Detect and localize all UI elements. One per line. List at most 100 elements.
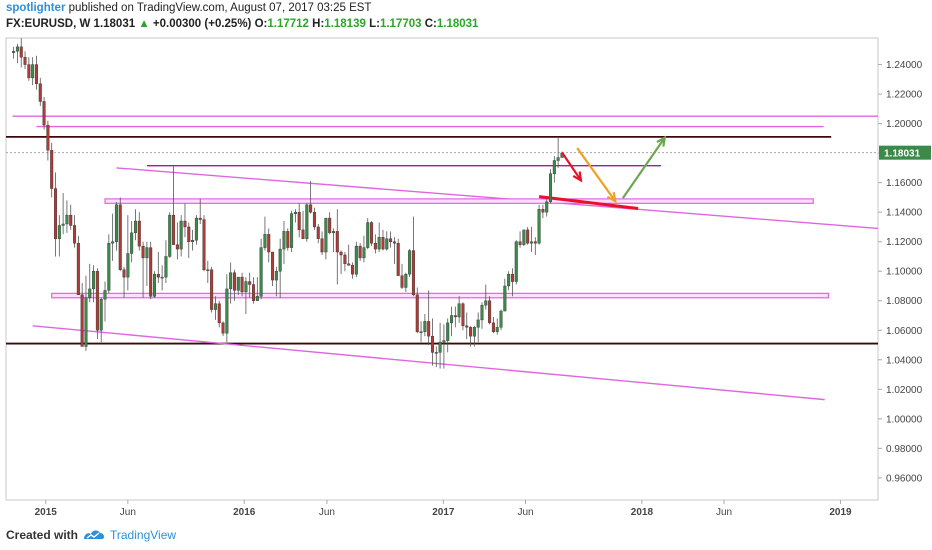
time-axis[interactable]: 2015 Jun 2016 Jun 2017 Jun 2018 Jun 2019 <box>35 500 852 518</box>
candle <box>12 46 16 59</box>
y-tick-label: 0.98000 <box>886 444 923 455</box>
tradingview-logo-icon <box>84 530 104 539</box>
candle <box>240 272 244 297</box>
candle-body <box>76 242 80 296</box>
candle-body <box>514 241 518 282</box>
candle <box>99 297 103 343</box>
candle <box>472 325 476 347</box>
candle <box>354 241 358 278</box>
candle <box>419 321 423 343</box>
drawing-layer[interactable] <box>6 115 879 401</box>
candle-body <box>286 231 290 248</box>
low-label: L: <box>369 18 380 30</box>
candle-body <box>229 272 233 290</box>
candle <box>42 97 46 130</box>
change-up-icon: ▲ <box>138 18 150 30</box>
y-tick-label: 1.14000 <box>886 208 923 219</box>
candle-body <box>293 211 297 214</box>
y-tick-label: 1.08000 <box>886 296 923 307</box>
y-tick-label: 1.16000 <box>886 178 923 189</box>
price-chart[interactable]: 1.240001.220001.200001.180001.160001.140… <box>0 0 932 522</box>
candle <box>293 209 297 223</box>
candle-body <box>236 276 240 291</box>
candle <box>156 252 160 284</box>
candle <box>442 324 446 369</box>
candle <box>23 51 27 69</box>
candle <box>552 156 556 183</box>
candle-body <box>232 272 236 291</box>
candle-body <box>434 352 438 354</box>
candle-body <box>191 240 195 242</box>
candle <box>267 228 271 263</box>
candle <box>556 136 560 168</box>
candle <box>164 240 168 284</box>
candle-body <box>518 241 522 245</box>
candle-body <box>503 285 507 312</box>
candle <box>347 244 351 266</box>
candle-body <box>57 225 61 239</box>
candle-body <box>381 237 385 250</box>
candle-body <box>50 149 54 189</box>
candle-body <box>95 271 99 331</box>
candle-body <box>362 247 366 259</box>
candle-body <box>31 64 35 79</box>
candle <box>282 221 286 264</box>
candle-body <box>133 220 137 234</box>
candle-body <box>305 204 309 239</box>
candle-body <box>484 300 488 306</box>
candle-body <box>213 303 217 310</box>
candle <box>518 231 522 248</box>
last-price: 1.18031 <box>93 18 136 30</box>
candle-body <box>358 245 362 259</box>
candle <box>46 120 50 161</box>
candle-body <box>118 204 122 270</box>
candle-body <box>430 335 434 353</box>
candle <box>290 210 294 253</box>
candle-body <box>19 46 23 58</box>
candle-body <box>419 331 423 333</box>
candle <box>411 216 415 297</box>
candle-body <box>442 340 446 343</box>
candle <box>141 241 145 298</box>
candle-body <box>206 269 210 271</box>
price-axis[interactable]: 1.240001.220001.200001.180001.160001.140… <box>878 60 931 484</box>
candle-body <box>172 214 176 245</box>
tradingview-brand[interactable]: TradingView <box>110 528 177 542</box>
candle <box>415 287 419 334</box>
author-name[interactable]: spotlighter <box>6 2 66 14</box>
plot-area[interactable] <box>5 37 879 501</box>
candle-body <box>267 234 271 253</box>
candle-body <box>533 241 537 244</box>
candle-body <box>556 157 560 161</box>
candle-body <box>122 269 126 278</box>
candle <box>541 204 545 219</box>
candle <box>423 314 427 337</box>
candle-body <box>202 219 206 270</box>
candle <box>274 266 278 297</box>
candle <box>278 238 282 298</box>
candle <box>187 222 191 258</box>
candle-body <box>427 321 431 337</box>
high-value: 1.18139 <box>324 18 366 30</box>
candle-body <box>103 290 107 300</box>
candle <box>210 266 214 313</box>
arrow-shaft <box>561 151 582 182</box>
candle <box>312 207 316 230</box>
footer: Created with TradingView <box>0 522 932 550</box>
candle <box>370 221 374 247</box>
arrow-shaft <box>576 147 617 202</box>
candle-body <box>343 254 347 265</box>
candle-body <box>488 300 492 324</box>
candle <box>221 321 225 337</box>
candle <box>377 222 381 253</box>
arrow-head-icon <box>656 135 667 147</box>
candle <box>457 296 461 323</box>
candle-body <box>107 242 111 291</box>
candle <box>122 266 126 298</box>
y-tick-label: 1.24000 <box>886 60 923 71</box>
candle <box>31 57 35 86</box>
candle-body <box>469 327 473 337</box>
candle-body <box>175 244 179 250</box>
candle <box>499 309 503 331</box>
candle-body <box>423 321 427 332</box>
